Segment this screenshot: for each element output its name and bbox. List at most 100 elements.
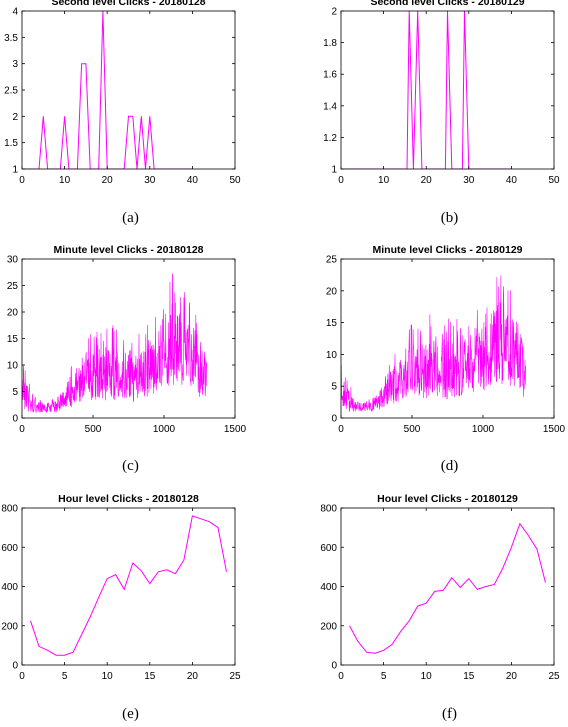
y-tick-label: 1 — [331, 165, 337, 176]
x-tick-label: 15 — [144, 671, 156, 682]
y-tick-label: 15 — [7, 334, 19, 345]
y-tick-label: 200 — [320, 621, 337, 632]
x-tick-label: 5 — [62, 671, 68, 682]
series-group — [341, 275, 526, 412]
x-tick-label: 10 — [59, 175, 71, 186]
axes-frame — [21, 507, 236, 666]
x-tick-label: 0 — [338, 671, 344, 682]
y-tick-label: 5 — [12, 387, 18, 398]
chart-title: Hour level Clicks - 20180129 — [377, 493, 518, 505]
y-tick-label: 200 — [1, 621, 18, 632]
x-tick-label: 40 — [506, 175, 518, 186]
x-tick-label: 5 — [381, 671, 387, 682]
x-tick-label: 30 — [144, 175, 156, 186]
x-tick-label: 15 — [463, 671, 475, 682]
y-tick-label: 25 — [326, 255, 338, 266]
y-tick-label: 3 — [12, 59, 18, 70]
x-tick-label: 50 — [229, 175, 241, 186]
x-tick-label: 500 — [404, 424, 421, 435]
y-tick-label: 10 — [7, 361, 19, 372]
chart-title: Second level Clicks - 20180129 — [370, 0, 524, 8]
series-group — [349, 522, 546, 654]
series-line — [341, 275, 526, 412]
x-tick-label: 0 — [19, 424, 25, 435]
x-tick-label: 10 — [102, 671, 114, 682]
x-tick-label: 1500 — [224, 424, 247, 435]
chart-4: 0 500 1000 1500 0 5 10 15 20 25 Minute level Click… — [326, 244, 566, 474]
y-tick-label: 0 — [12, 661, 18, 672]
y-tick-label: 30 — [7, 255, 19, 266]
chart-3: 0 500 1000 1500 0 5 10 15 20 25 30 Minute level Cli… — [7, 244, 247, 474]
subfigure-caption: (a) — [122, 210, 139, 226]
y-tick-label: 1.8 — [323, 38, 337, 49]
y-tick-label: 3.5 — [4, 33, 18, 44]
x-tick-label: 40 — [187, 175, 199, 186]
y-tick-label: 20 — [326, 286, 338, 297]
y-tick-label: 2 — [331, 7, 337, 18]
subfigure-caption: (e) — [122, 706, 139, 722]
y-tick-label: 1.5 — [4, 138, 18, 149]
chart-5: 0 5 10 15 20 25 0 200 400 600 800 Hour level Clicks… — [1, 493, 241, 722]
y-tick-label: 4 — [12, 7, 18, 18]
x-tick-label: 20 — [506, 671, 518, 682]
y-tick-label: 2 — [12, 112, 18, 123]
y-tick-label: 10 — [326, 350, 338, 361]
x-tick-label: 20 — [187, 671, 199, 682]
subfigure-caption: (f) — [442, 706, 457, 722]
x-tick-label: 0 — [338, 175, 344, 186]
axes-frame — [21, 10, 236, 170]
series-group — [22, 273, 207, 413]
subfigure-caption: (d) — [441, 458, 459, 474]
y-tick-label: 600 — [1, 543, 18, 554]
series-group — [22, 11, 193, 169]
x-tick-label: 30 — [463, 175, 475, 186]
x-tick-label: 1000 — [472, 424, 495, 435]
chart-title: Second level Clicks - 20180128 — [51, 0, 205, 8]
x-tick-label: 10 — [378, 175, 390, 186]
axes-frame — [340, 258, 555, 419]
series-group — [30, 515, 227, 656]
y-tick-label: 2.5 — [4, 86, 18, 97]
y-tick-label: 15 — [326, 318, 338, 329]
x-tick-label: 25 — [548, 671, 560, 682]
y-tick-label: 20 — [7, 308, 19, 319]
series-line — [22, 11, 193, 169]
chart-2: 0 10 20 30 40 50 1 1.2 1.4 1.6 1.8 2 Second level Cl… — [323, 0, 560, 226]
y-tick-label: 0 — [331, 414, 337, 425]
x-tick-label: 10 — [421, 671, 433, 682]
chart-title: Minute level Clicks - 20180129 — [373, 244, 523, 256]
x-tick-label: 20 — [421, 175, 433, 186]
y-tick-label: 600 — [320, 543, 337, 554]
chart-title: Hour level Clicks - 20180128 — [58, 493, 199, 505]
axes-frame — [340, 507, 555, 666]
axes-frame — [21, 258, 236, 419]
y-tick-label: 800 — [320, 504, 337, 515]
series-line — [30, 515, 227, 656]
x-tick-label: 500 — [85, 424, 102, 435]
x-tick-label: 1500 — [543, 424, 566, 435]
y-tick-label: 400 — [1, 582, 18, 593]
x-tick-label: 20 — [102, 175, 114, 186]
y-tick-label: 400 — [320, 582, 337, 593]
subfigure-caption: (c) — [122, 458, 139, 474]
y-tick-label: 1 — [12, 165, 18, 176]
subfigure-caption: (b) — [441, 210, 459, 226]
series-line — [22, 273, 207, 413]
series-group — [341, 11, 512, 169]
y-tick-label: 25 — [7, 281, 19, 292]
x-tick-label: 0 — [19, 175, 25, 186]
chart-title: Minute level Clicks - 20180128 — [54, 244, 204, 256]
y-tick-label: 800 — [1, 504, 18, 515]
y-tick-label: 1.4 — [323, 101, 337, 112]
y-tick-label: 1.2 — [323, 133, 337, 144]
x-tick-label: 1000 — [153, 424, 176, 435]
y-tick-label: 1.6 — [323, 70, 337, 81]
x-tick-label: 25 — [229, 671, 241, 682]
axes-frame — [340, 10, 555, 170]
y-tick-label: 5 — [331, 382, 337, 393]
chart-6: 0 5 10 15 20 25 0 200 400 600 800 Hour level Clicks… — [320, 493, 560, 722]
series-line — [341, 11, 512, 169]
y-tick-label: 0 — [331, 661, 337, 672]
series-line — [349, 522, 546, 654]
